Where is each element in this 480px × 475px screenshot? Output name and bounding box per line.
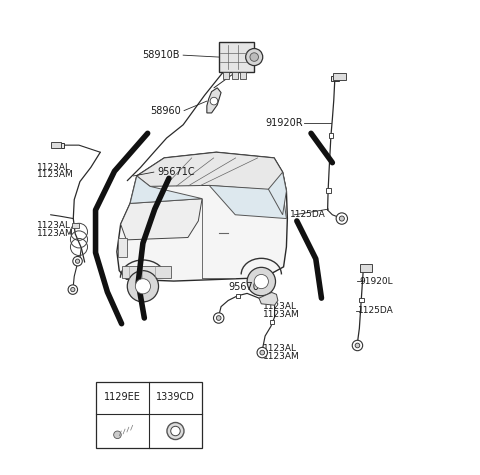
- Bar: [240, 72, 246, 79]
- Text: 1339CD: 1339CD: [156, 391, 195, 401]
- Circle shape: [254, 275, 268, 289]
- Text: 1123AL: 1123AL: [263, 344, 297, 353]
- Circle shape: [135, 279, 151, 294]
- Circle shape: [214, 313, 224, 323]
- Circle shape: [339, 216, 344, 221]
- Bar: [219, 42, 254, 72]
- Circle shape: [246, 48, 263, 66]
- Text: 1123AM: 1123AM: [263, 352, 300, 361]
- Text: 1125DA: 1125DA: [358, 306, 393, 315]
- Text: 1123AL: 1123AL: [37, 163, 72, 172]
- Circle shape: [114, 431, 121, 438]
- Polygon shape: [209, 185, 287, 218]
- Polygon shape: [120, 199, 202, 240]
- Circle shape: [257, 347, 267, 358]
- Circle shape: [260, 350, 264, 355]
- Text: 1123AM: 1123AM: [263, 310, 300, 319]
- Circle shape: [73, 256, 82, 266]
- Bar: [50, 142, 61, 149]
- Text: 1123AL: 1123AL: [37, 221, 72, 230]
- Polygon shape: [259, 293, 278, 305]
- Circle shape: [171, 426, 180, 436]
- Bar: [118, 238, 127, 257]
- Circle shape: [247, 267, 276, 296]
- Circle shape: [71, 287, 75, 292]
- Text: 58960: 58960: [150, 105, 181, 115]
- Text: 91920L: 91920L: [360, 276, 393, 285]
- Circle shape: [216, 316, 221, 320]
- Polygon shape: [207, 88, 221, 113]
- Bar: [121, 266, 171, 278]
- Bar: [333, 73, 346, 80]
- Text: 1123AM: 1123AM: [37, 229, 74, 238]
- Bar: [232, 72, 238, 79]
- Polygon shape: [268, 172, 287, 215]
- Bar: [326, 188, 331, 192]
- Bar: [270, 320, 274, 324]
- Bar: [72, 223, 80, 228]
- Circle shape: [355, 343, 360, 348]
- Circle shape: [250, 53, 258, 61]
- Text: 1129EE: 1129EE: [104, 391, 141, 401]
- Bar: [56, 143, 64, 148]
- Bar: [331, 76, 339, 81]
- Circle shape: [210, 97, 218, 105]
- Polygon shape: [117, 152, 288, 281]
- Bar: [236, 294, 240, 298]
- Text: 95671C: 95671C: [157, 167, 195, 177]
- Text: 58910B: 58910B: [142, 50, 180, 60]
- Polygon shape: [130, 176, 202, 203]
- Bar: [329, 133, 333, 138]
- Polygon shape: [137, 152, 287, 191]
- Circle shape: [167, 422, 184, 439]
- Bar: [96, 382, 202, 448]
- Circle shape: [68, 285, 78, 294]
- Bar: [223, 72, 229, 79]
- Text: 1125DA: 1125DA: [290, 210, 325, 219]
- Bar: [359, 298, 364, 303]
- Circle shape: [127, 271, 158, 302]
- Circle shape: [75, 259, 80, 263]
- Circle shape: [336, 213, 348, 224]
- Text: 1123AL: 1123AL: [263, 302, 297, 311]
- Bar: [360, 267, 367, 272]
- Text: 91920R: 91920R: [265, 118, 302, 128]
- Text: 95670: 95670: [228, 282, 259, 292]
- Circle shape: [352, 340, 363, 351]
- Text: 1123AM: 1123AM: [37, 171, 74, 180]
- Bar: [360, 265, 372, 272]
